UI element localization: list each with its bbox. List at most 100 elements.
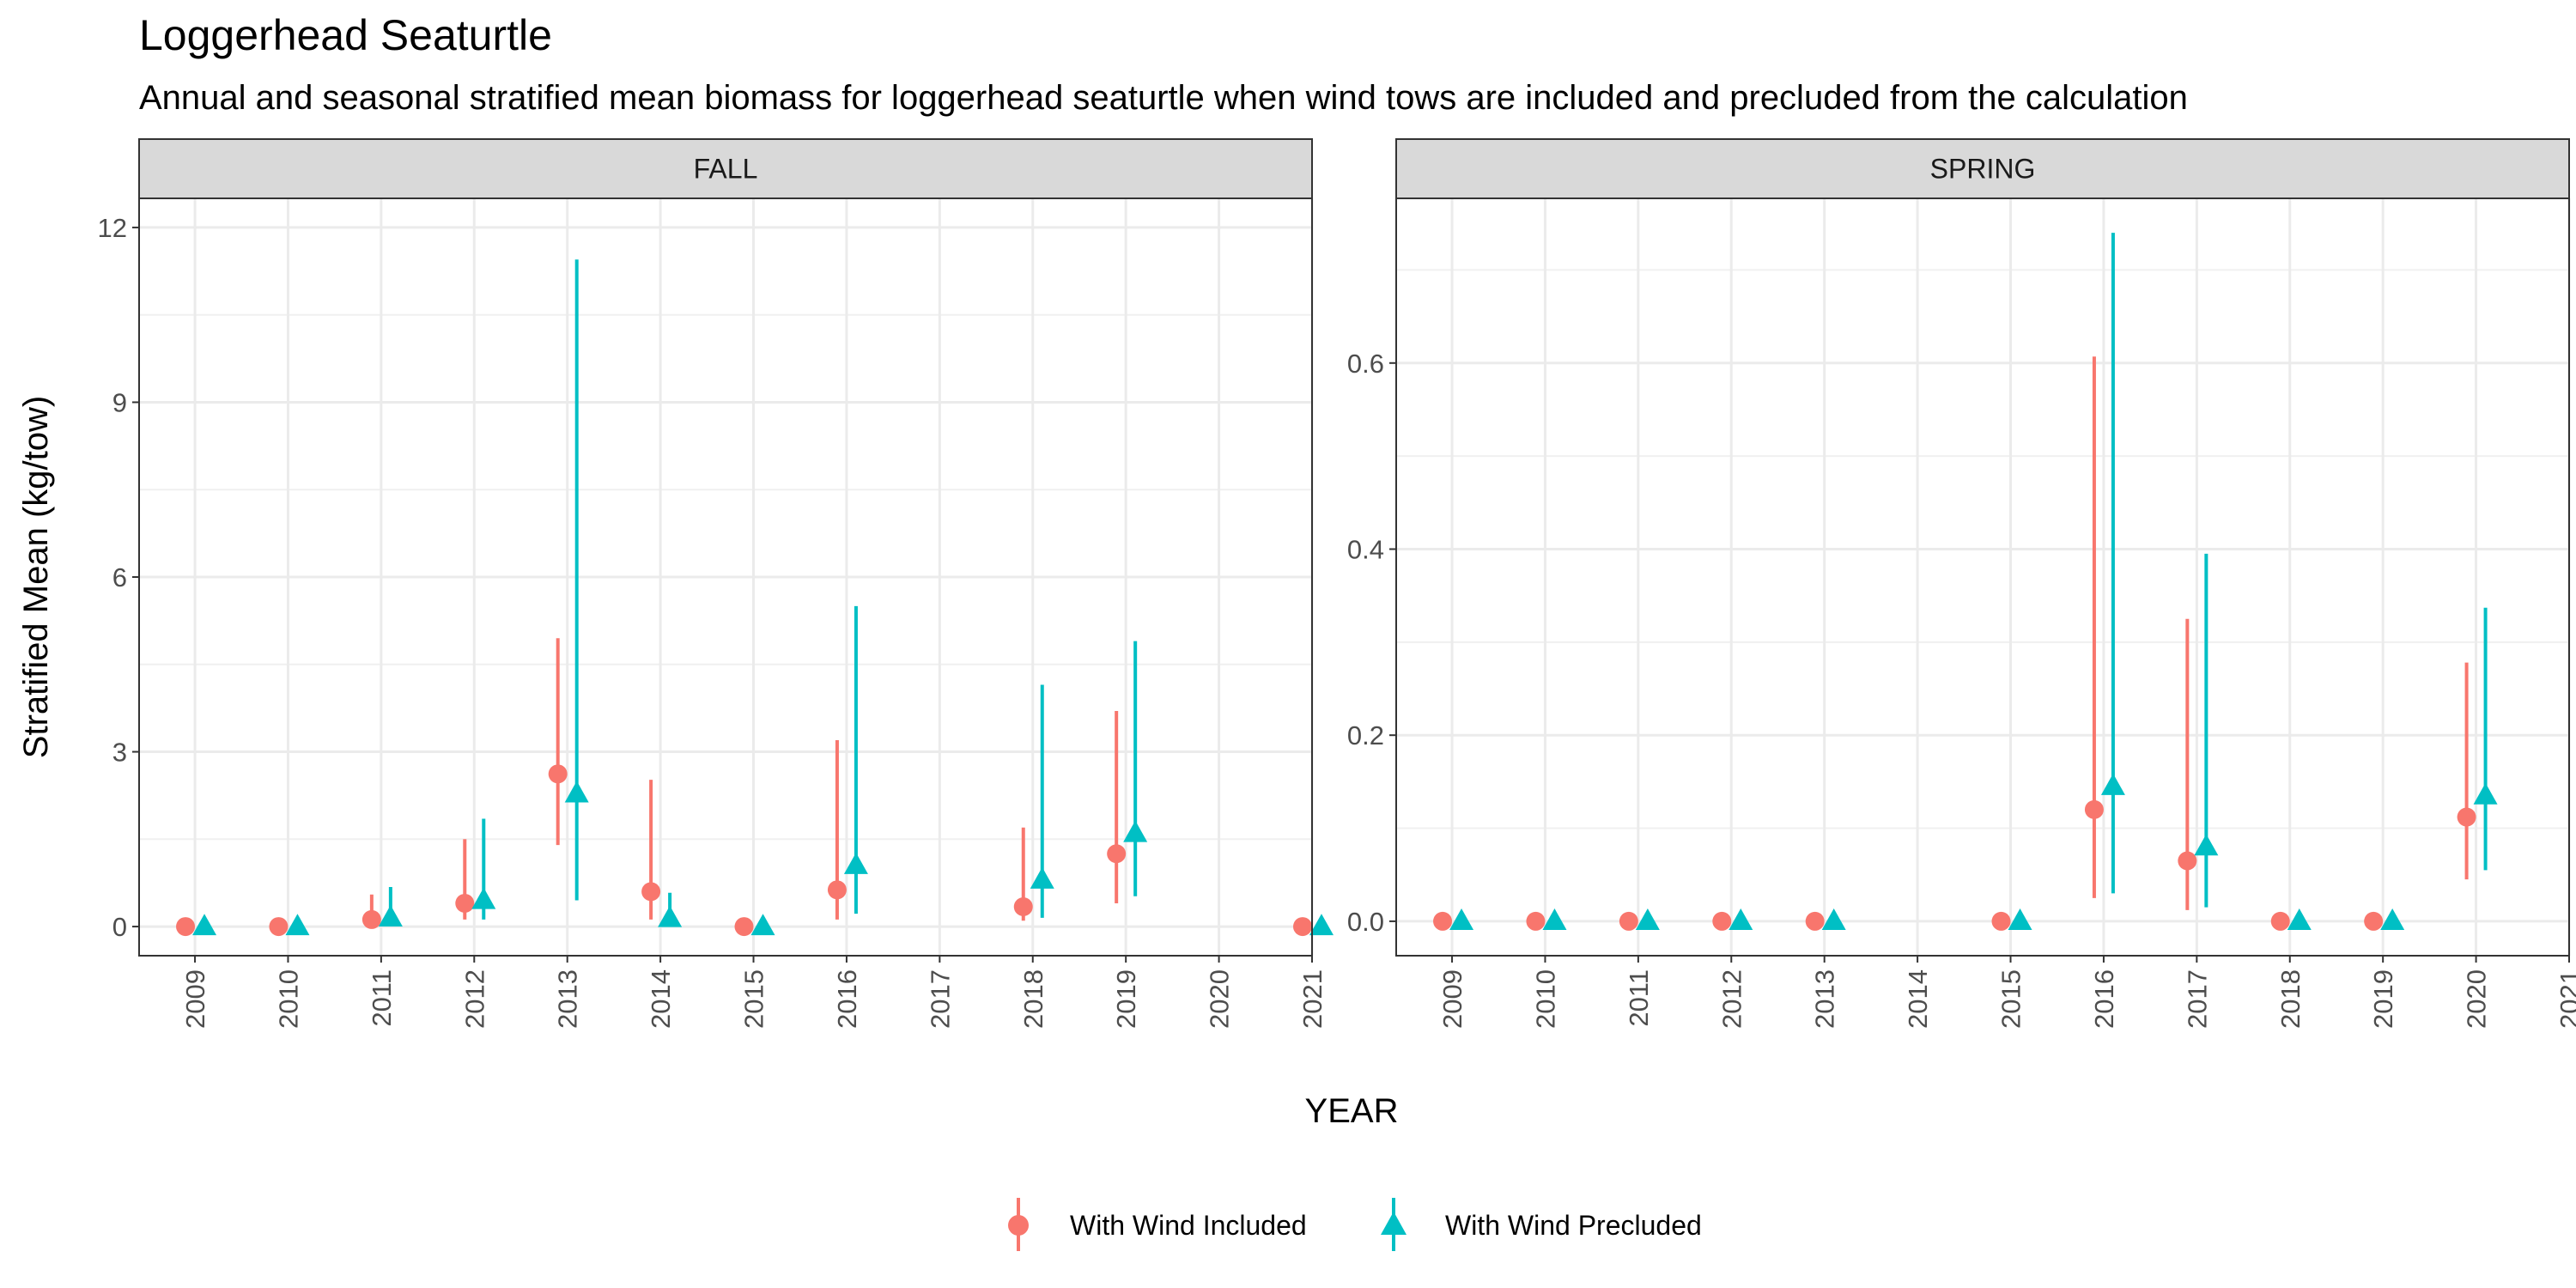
x-tick-label: 2016 xyxy=(2089,969,2119,1029)
y-tick-label: 0.4 xyxy=(1347,534,1384,564)
x-tick-label: 2013 xyxy=(553,969,583,1029)
data-point-triangle xyxy=(1030,866,1054,889)
series-wind-precluded xyxy=(192,259,1334,936)
data-point-circle xyxy=(2457,807,2476,827)
x-tick-label: 2009 xyxy=(1437,969,1467,1029)
y-tick-label: 0.6 xyxy=(1347,349,1384,379)
y-tick-label: 0 xyxy=(112,912,127,942)
data-point-triangle xyxy=(2287,908,2312,930)
x-tick-label: 2021 xyxy=(1297,969,1327,1029)
x-tick-label: 2011 xyxy=(367,969,397,1027)
chart-title: Loggerhead Seaturtle xyxy=(139,11,552,59)
series-wind-precluded xyxy=(1449,233,2498,930)
data-point-triangle xyxy=(2380,908,2405,930)
data-point-triangle xyxy=(2194,834,2219,856)
data-point-triangle xyxy=(1542,908,1567,930)
data-point-circle xyxy=(1433,911,1453,931)
facet-strip xyxy=(1395,138,2570,199)
x-tick-label: 2020 xyxy=(1205,969,1235,1029)
data-point-triangle xyxy=(1821,908,1846,930)
data-point-circle xyxy=(1107,844,1127,864)
data-point-circle xyxy=(269,917,289,937)
data-point-circle xyxy=(2178,851,2197,871)
legend: With Wind Included With Wind Precluded xyxy=(1008,1198,1702,1251)
x-tick-label: 2011 xyxy=(1624,969,1654,1027)
data-point-circle xyxy=(1805,911,1825,931)
data-point-triangle xyxy=(1309,914,1334,936)
data-point-circle xyxy=(548,764,568,784)
legend-label: With Wind Included xyxy=(1070,1210,1307,1241)
legend-key-triangle xyxy=(1381,1212,1406,1235)
y-tick-label: 12 xyxy=(98,213,127,243)
x-tick-label: 2012 xyxy=(1716,969,1747,1029)
chart-subtitle: Annual and seasonal stratified mean biom… xyxy=(139,79,2188,117)
legend-label: With Wind Precluded xyxy=(1445,1210,1702,1241)
x-tick-label: 2017 xyxy=(2182,969,2212,1029)
data-point-circle xyxy=(1712,911,1732,931)
data-point-triangle xyxy=(2473,782,2498,805)
data-point-triangle xyxy=(1635,908,1660,930)
facet-panels: FALL 0 3 6 9 12 2009 2010 2011 2012 2013 2014 2015 20… xyxy=(98,138,2576,1029)
y-tick-label: 6 xyxy=(112,562,127,592)
y-tick-label: 0.0 xyxy=(1347,907,1384,937)
data-point-circle xyxy=(827,880,847,900)
data-point-circle xyxy=(176,917,196,937)
legend-key-circle xyxy=(1008,1215,1029,1236)
x-tick-label: 2009 xyxy=(180,969,210,1029)
panel-border xyxy=(1395,197,2570,957)
series-wind-included xyxy=(1433,356,2476,931)
legend-item-wind-included: With Wind Included xyxy=(1008,1198,1307,1251)
data-point-circle xyxy=(1526,911,1546,931)
data-point-circle xyxy=(2270,911,2290,931)
x-axis-title: YEAR xyxy=(1305,1092,1399,1130)
data-point-circle xyxy=(734,917,754,937)
data-point-circle xyxy=(2084,799,2104,819)
y-axis-title: Stratified Mean (kg/tow) xyxy=(17,396,55,758)
series-wind-included xyxy=(176,638,1312,937)
data-point-triangle xyxy=(2008,908,2032,930)
data-point-triangle xyxy=(750,914,775,936)
data-point-triangle xyxy=(658,905,683,927)
x-tick-label: 2017 xyxy=(925,969,955,1029)
x-tick-label: 2019 xyxy=(2368,969,2398,1029)
x-tick-label: 2016 xyxy=(832,969,862,1029)
x-tick-label: 2018 xyxy=(1018,969,1048,1029)
data-point-triangle xyxy=(471,887,496,909)
x-tick-label: 2019 xyxy=(1111,969,1141,1029)
data-point-triangle xyxy=(378,905,403,927)
data-point-circle xyxy=(361,909,381,929)
panel-border xyxy=(138,197,1313,957)
y-tick-label: 3 xyxy=(112,738,127,768)
data-point-triangle xyxy=(1449,908,1474,930)
facet-panel-spring: SPRING 0.0 0.2 0.4 0.6 2009 2010 2011 2012 2013 20… xyxy=(1347,138,2576,1029)
facet-panel-fall: FALL 0 3 6 9 12 2009 2010 2011 2012 2013 2014 2015 20… xyxy=(98,138,1334,1029)
data-point-circle xyxy=(1293,917,1312,937)
x-tick-label: 2013 xyxy=(1810,969,1840,1029)
data-point-triangle xyxy=(1123,820,1148,842)
data-point-circle xyxy=(641,882,661,902)
x-tick-label: 2010 xyxy=(1530,969,1560,1029)
x-tick-label: 2021 xyxy=(2555,969,2576,1029)
x-tick-label: 2014 xyxy=(646,969,676,1029)
x-tick-label: 2015 xyxy=(1996,969,2026,1029)
data-point-triangle xyxy=(285,914,310,936)
x-tick-label: 2020 xyxy=(2462,969,2492,1029)
facet-strip-label: SPRING xyxy=(1930,154,2036,185)
plot-background xyxy=(1396,198,2569,956)
x-tick-label: 2018 xyxy=(2275,969,2306,1029)
data-point-triangle xyxy=(192,914,217,936)
x-tick-label: 2012 xyxy=(459,969,489,1029)
legend-item-wind-precluded: With Wind Precluded xyxy=(1381,1198,1702,1251)
data-point-triangle xyxy=(843,852,868,874)
data-point-circle xyxy=(455,893,475,913)
data-point-triangle xyxy=(564,781,589,803)
data-point-triangle xyxy=(1728,908,1753,930)
x-tick-label: 2010 xyxy=(273,969,303,1029)
y-tick-label: 0.2 xyxy=(1347,720,1384,750)
data-point-circle xyxy=(2364,911,2384,931)
facet-strip xyxy=(138,138,1313,199)
data-point-circle xyxy=(1013,897,1033,917)
data-point-circle xyxy=(1619,911,1638,931)
x-tick-label: 2015 xyxy=(739,969,769,1029)
